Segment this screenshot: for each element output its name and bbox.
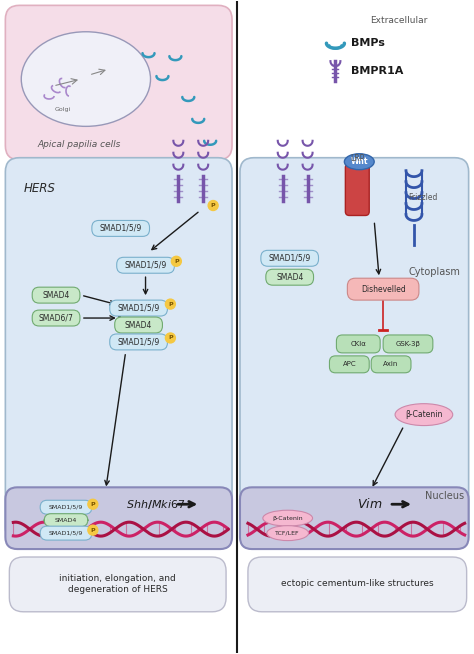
- FancyBboxPatch shape: [5, 487, 232, 549]
- FancyBboxPatch shape: [240, 487, 469, 549]
- Ellipse shape: [395, 404, 453, 426]
- FancyBboxPatch shape: [40, 500, 92, 514]
- FancyBboxPatch shape: [9, 557, 226, 611]
- FancyBboxPatch shape: [5, 5, 232, 160]
- Text: BMPs: BMPs: [351, 38, 385, 48]
- Text: P: P: [174, 259, 179, 264]
- Text: BMPR1A: BMPR1A: [351, 66, 404, 76]
- Text: Frizzled: Frizzled: [408, 192, 438, 201]
- Text: Cytoplasm: Cytoplasm: [409, 267, 461, 277]
- Text: Nucleus: Nucleus: [425, 491, 464, 502]
- Circle shape: [165, 333, 175, 343]
- Text: Apical papilia cells: Apical papilia cells: [37, 140, 120, 148]
- FancyBboxPatch shape: [5, 158, 232, 541]
- Ellipse shape: [345, 154, 374, 169]
- Text: Extracellular: Extracellular: [370, 16, 428, 26]
- Text: TCF/LEF: TCF/LEF: [275, 530, 300, 536]
- Circle shape: [165, 299, 175, 309]
- Text: SMAD1/5/9: SMAD1/5/9: [118, 337, 160, 347]
- FancyBboxPatch shape: [248, 557, 466, 611]
- Text: HERS: HERS: [23, 182, 55, 195]
- Text: $\it{Vim}$: $\it{Vim}$: [356, 497, 382, 511]
- Text: P: P: [211, 203, 216, 208]
- Text: SMAD1/5/9: SMAD1/5/9: [269, 254, 311, 263]
- FancyBboxPatch shape: [117, 257, 174, 273]
- Text: P: P: [91, 528, 95, 532]
- Circle shape: [88, 499, 98, 509]
- Text: initiation, elongation, and
degeneration of HERS: initiation, elongation, and degeneration…: [59, 574, 176, 594]
- Text: SMAD1/5/9: SMAD1/5/9: [49, 530, 83, 536]
- Text: SMAD4: SMAD4: [125, 320, 152, 330]
- Ellipse shape: [21, 32, 151, 126]
- Text: Wnt: Wnt: [351, 157, 368, 166]
- Text: Dishevelled: Dishevelled: [361, 284, 406, 294]
- Text: LRP: LRP: [350, 154, 365, 163]
- FancyBboxPatch shape: [92, 220, 149, 236]
- Text: APC: APC: [343, 361, 356, 367]
- FancyBboxPatch shape: [371, 356, 411, 373]
- FancyBboxPatch shape: [266, 269, 313, 285]
- FancyBboxPatch shape: [110, 300, 167, 316]
- Ellipse shape: [263, 510, 312, 526]
- Text: SMAD1/5/9: SMAD1/5/9: [118, 303, 160, 313]
- Text: SMAD4: SMAD4: [55, 518, 77, 523]
- Text: SMAD6/7: SMAD6/7: [38, 313, 73, 322]
- Text: Axin: Axin: [383, 361, 399, 367]
- Text: SMAD4: SMAD4: [42, 290, 70, 300]
- Text: SMAD4: SMAD4: [276, 273, 303, 282]
- Text: β-Catenin: β-Catenin: [273, 516, 303, 521]
- Text: $\it{Shh}$/$\it{Mki67}$: $\it{Shh}$/$\it{Mki67}$: [126, 498, 185, 511]
- FancyBboxPatch shape: [240, 158, 469, 541]
- FancyBboxPatch shape: [261, 250, 319, 266]
- Circle shape: [208, 201, 218, 211]
- Text: GSK-3β: GSK-3β: [396, 341, 420, 347]
- FancyBboxPatch shape: [115, 317, 163, 333]
- FancyBboxPatch shape: [44, 513, 88, 526]
- FancyBboxPatch shape: [110, 334, 167, 350]
- Text: P: P: [91, 502, 95, 507]
- Text: SMAD1/5/9: SMAD1/5/9: [49, 505, 83, 509]
- Text: SMAD1/5/9: SMAD1/5/9: [124, 261, 167, 269]
- Text: β-Catenin: β-Catenin: [405, 410, 443, 419]
- Text: SMAD1/5/9: SMAD1/5/9: [100, 224, 142, 233]
- FancyBboxPatch shape: [383, 335, 433, 353]
- FancyBboxPatch shape: [32, 310, 80, 326]
- FancyBboxPatch shape: [32, 287, 80, 303]
- FancyBboxPatch shape: [337, 335, 380, 353]
- Ellipse shape: [267, 526, 309, 541]
- Text: P: P: [168, 336, 173, 341]
- FancyBboxPatch shape: [40, 526, 92, 540]
- FancyBboxPatch shape: [329, 356, 369, 373]
- Circle shape: [172, 256, 182, 266]
- Text: ectopic cementum-like structures: ectopic cementum-like structures: [281, 579, 434, 589]
- Text: P: P: [168, 301, 173, 307]
- FancyBboxPatch shape: [347, 278, 419, 300]
- Circle shape: [88, 525, 98, 535]
- Text: Golgi: Golgi: [55, 107, 71, 112]
- FancyBboxPatch shape: [346, 164, 369, 215]
- Text: CKIα: CKIα: [350, 341, 366, 347]
